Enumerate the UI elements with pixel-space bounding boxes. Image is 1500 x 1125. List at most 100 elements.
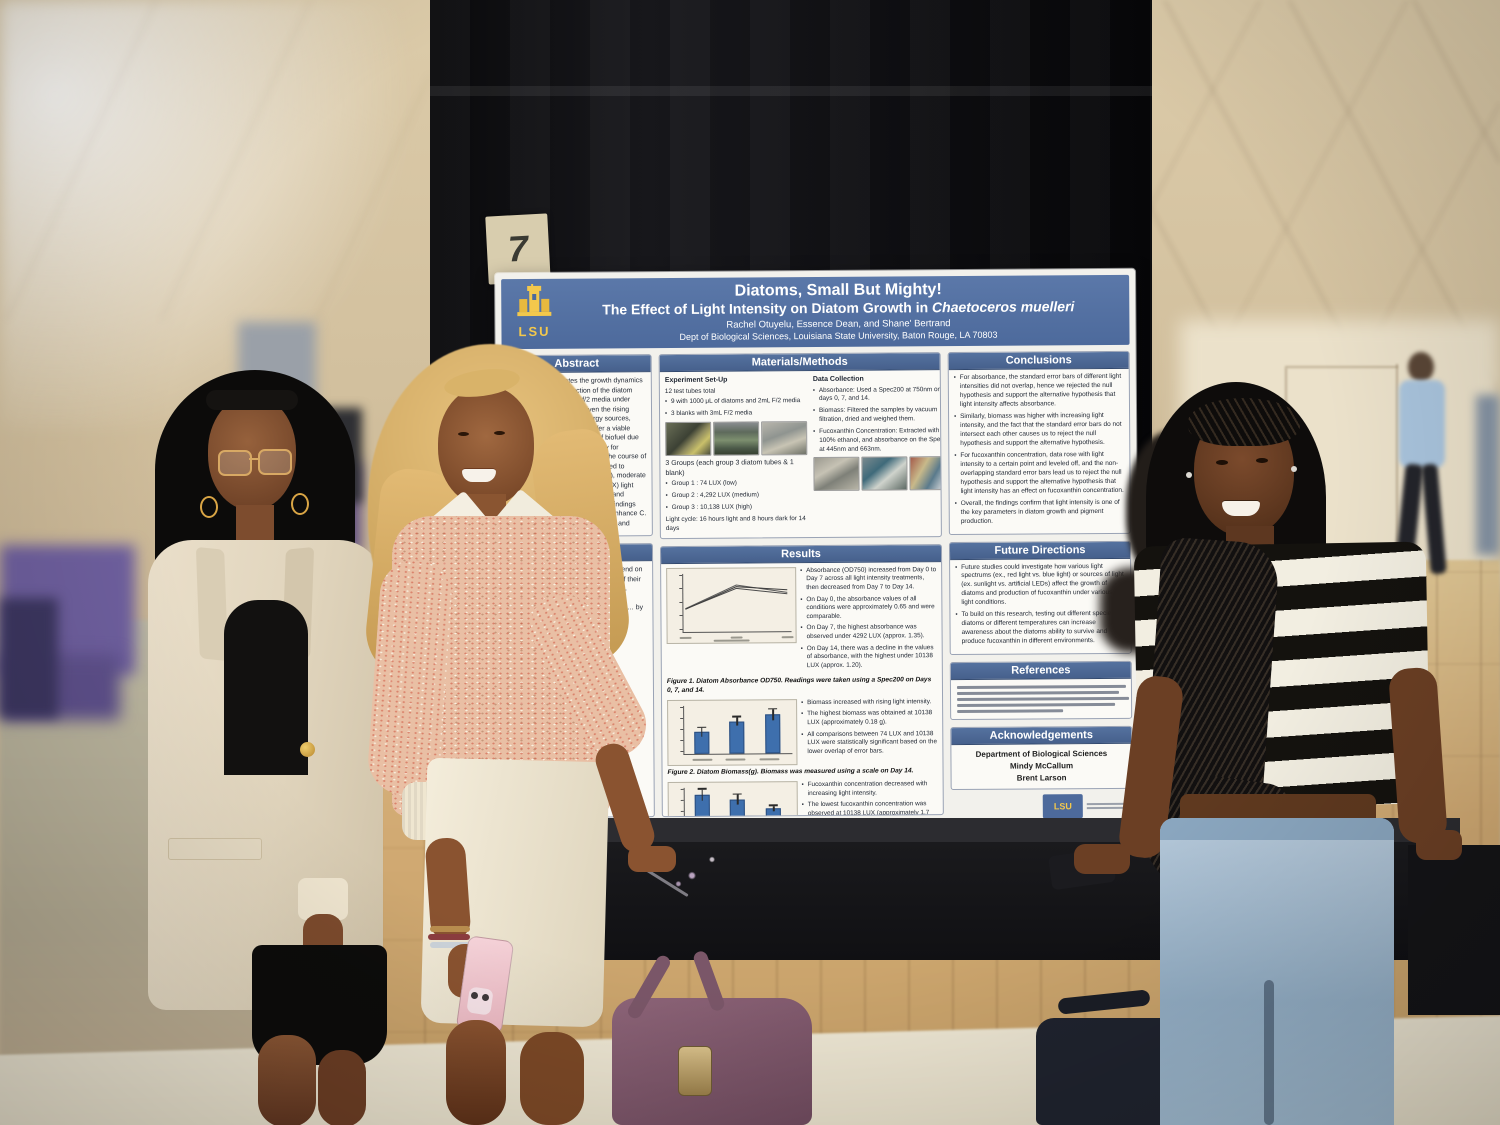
error-bar [737,794,739,805]
setup-item: 9 with 1000 μL of diatoms and 2mL F/2 me… [665,398,807,408]
references-section: References [949,661,1133,721]
figure-3-bullets: Fucoxanthin concentration decreased with… [802,780,939,817]
result-bullet: Fucoxanthin concentration decreased with… [802,780,938,798]
person-middle-face [438,386,534,506]
poster-footer-logo: LSU [951,794,1133,819]
bar [765,714,781,754]
blazer-cuff [298,878,348,920]
bg-person-head [1408,352,1434,382]
chart-element [684,706,791,754]
bar-group [727,788,749,818]
figure-2-chart [667,698,798,766]
error-bar-cap [768,804,778,807]
result-bullet: All comparisons between 74 LUX and 10138… [801,730,937,757]
bracelets [430,942,470,948]
conclusion-bullet: Similarly, biomass was higher with incre… [954,412,1124,449]
result-bullet: The highest biomass was obtained at 1013… [801,710,937,728]
glasses-bridge [249,458,258,460]
bracelets [430,926,470,932]
acknowledgement-line: Department of Biological Sciences [975,749,1108,760]
bracelets [428,934,470,940]
blazer-pocket-flap [168,838,262,860]
acknowledgements-body: Department of Biological Sciences Mindy … [951,744,1131,789]
result-bullet: On Day 14, there was a decline in the va… [801,644,937,671]
stud-earring [1291,466,1297,472]
chart-element [680,706,684,708]
collection-title: Data Collection [812,375,864,384]
error-bar-cap [732,715,742,718]
chart-element [680,750,684,752]
data-collection-column: Data Collection Absorbance: Used a Spec2… [813,374,942,533]
blazer-gold-button [300,742,315,757]
glasses-right-lens [258,449,292,475]
bench-right-end [1408,845,1500,1015]
far-right-figure [1476,395,1500,555]
figure-1-caption: Figure 1. Diatom Absorbance OD750. Readi… [666,675,932,694]
poster-header: LSU Diatoms, Small But Mighty! The Effec… [501,274,1130,350]
setup-item: 3 blanks with 3mL F/2 media [665,409,807,419]
chart-element [679,636,692,639]
chart-element [680,810,684,812]
result-bullet: Absorbance (OD750) increased from Day 0 … [800,566,936,593]
results-heading: Results [660,544,942,564]
error-bar-cap [768,707,778,710]
purple-handbag [612,998,812,1125]
lab-photo-bench [813,457,860,492]
station-number: 7 [506,227,530,270]
lsu-tower-icon [517,283,552,317]
figure-2-row: Biomass increased with rising light inte… [667,698,937,766]
conclusions-body: For absorbance, the standard error bars … [949,369,1130,534]
collection-item: Absorbance: Used a Spec200 at 750nm on d… [813,386,942,405]
acknowledgements-section: Acknowledgements Department of Biologica… [950,726,1133,791]
person-middle-eye-right [494,431,505,435]
reference-line [956,691,1119,696]
group-item: Group 1 : 74 LUX (low) [666,480,808,490]
error-bar [772,709,774,721]
groups-title: 3 Groups (each group 3 diatom tubes & 1 … [665,459,794,477]
lab-photo-tubes [665,421,712,457]
error-bar-cap [697,787,707,790]
person-right-eye-right [1256,458,1268,463]
reference-line [957,697,1130,702]
bar [729,721,745,754]
methods-section: Materials/Methods Experiment Set-Up 12 t… [658,352,942,539]
figure-1-row: Absorbance (OD750) increased from Day 0 … [666,566,937,675]
phone-camera-module [466,986,494,1016]
window-glow [0,0,460,430]
result-bullet: On Day 7, the highest absorbance was obs… [801,624,937,642]
chart-element [725,758,746,761]
chart-element [759,758,780,761]
chart-element [679,574,683,576]
species-name: Chaetoceros muelleri [931,298,1075,316]
bar-group [727,706,749,754]
results-section: Results Absorbance (OD750) increased fro… [659,543,944,818]
person-middle-leg-right [520,1032,584,1125]
braided-hairline [1188,398,1300,446]
chart-element [679,601,683,603]
line-chart [685,584,788,610]
collection-photos [813,456,942,492]
door-seam-right [1396,364,1398,664]
collection-item: Fucoxanthin Concentration: Extracted wit… [813,427,942,454]
lsu-logo-text: LSU [518,323,551,340]
setup-photos [665,421,808,457]
chart-element [680,728,684,730]
lab-photo-rack [761,421,808,456]
chart-element [685,787,792,818]
blue-jeans [1160,818,1394,1125]
figure-3-chart [667,781,799,818]
experiment-setup-column: Experiment Set-Up 12 test tubes total 9 … [665,375,808,534]
light-cycle-note: Light cycle: 16 hours light and 8 hours … [665,515,806,532]
chart-element [692,758,713,761]
person-middle-eye-left [458,432,469,436]
lab-photo-filtration [861,456,908,492]
acknowledgements-heading: Acknowledgements [951,727,1132,746]
figure-1-chart [666,566,797,644]
person-right-eye-left [1216,460,1228,465]
purple-chair [0,598,58,718]
references-heading: References [950,662,1131,681]
bar-group [762,706,784,754]
result-bullet: The lowest fucoxanthin concentration was… [802,800,938,817]
person-right-smile [1222,500,1260,516]
phone-camera-lens [482,994,489,1001]
